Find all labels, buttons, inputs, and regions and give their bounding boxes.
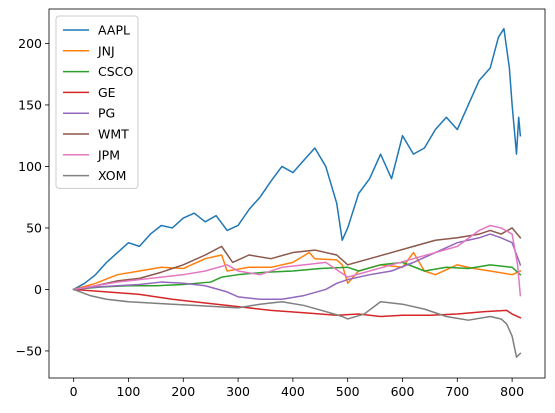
legend-label-pg: PG	[98, 106, 115, 121]
series-line-jpm	[72, 224, 522, 297]
series-line-csco	[72, 261, 522, 291]
legend-label-csco: CSCO	[98, 64, 133, 79]
series-line-pg	[72, 233, 522, 301]
series-line-aapl	[72, 27, 522, 291]
legend-label-xom: XOM	[98, 168, 126, 183]
y-axis: −50 0 50 100 150 200	[16, 36, 49, 358]
plot-frame	[48, 8, 546, 379]
y-tick-label: 150	[18, 97, 42, 112]
x-tick-label: 500	[336, 384, 360, 399]
x-tick-label: 600	[391, 384, 415, 399]
legend-label-jpm: JPM	[97, 147, 120, 162]
legend-label-ge: GE	[98, 85, 116, 100]
series-line-ge	[72, 288, 522, 319]
x-tick-label: 200	[171, 384, 195, 399]
x-tick-label: 0	[70, 384, 78, 399]
x-tick-label: 100	[117, 384, 141, 399]
x-axis: 0 100 200 300 400 500 600 700 800	[70, 378, 524, 399]
legend: AAPL JNJ CSCO GE PG WMT JPM XOM	[55, 15, 139, 189]
x-tick-label: 300	[226, 384, 250, 399]
x-tick-label: 700	[445, 384, 469, 399]
legend-label-jnj: JNJ	[97, 43, 115, 58]
legend-box	[55, 15, 139, 189]
series-line-wmt	[72, 227, 522, 291]
y-tick-label: 200	[18, 36, 42, 51]
legend-label-aapl: AAPL	[98, 23, 130, 38]
y-tick-label: 100	[18, 159, 42, 174]
series-line-xom	[72, 288, 522, 358]
x-tick-label: 800	[500, 384, 524, 399]
series-layer	[72, 27, 522, 358]
y-tick-label: 50	[26, 220, 42, 235]
x-tick-label: 400	[281, 384, 305, 399]
y-tick-label: −50	[16, 343, 42, 358]
y-tick-label: 0	[34, 282, 42, 297]
legend-label-wmt: WMT	[98, 127, 129, 142]
